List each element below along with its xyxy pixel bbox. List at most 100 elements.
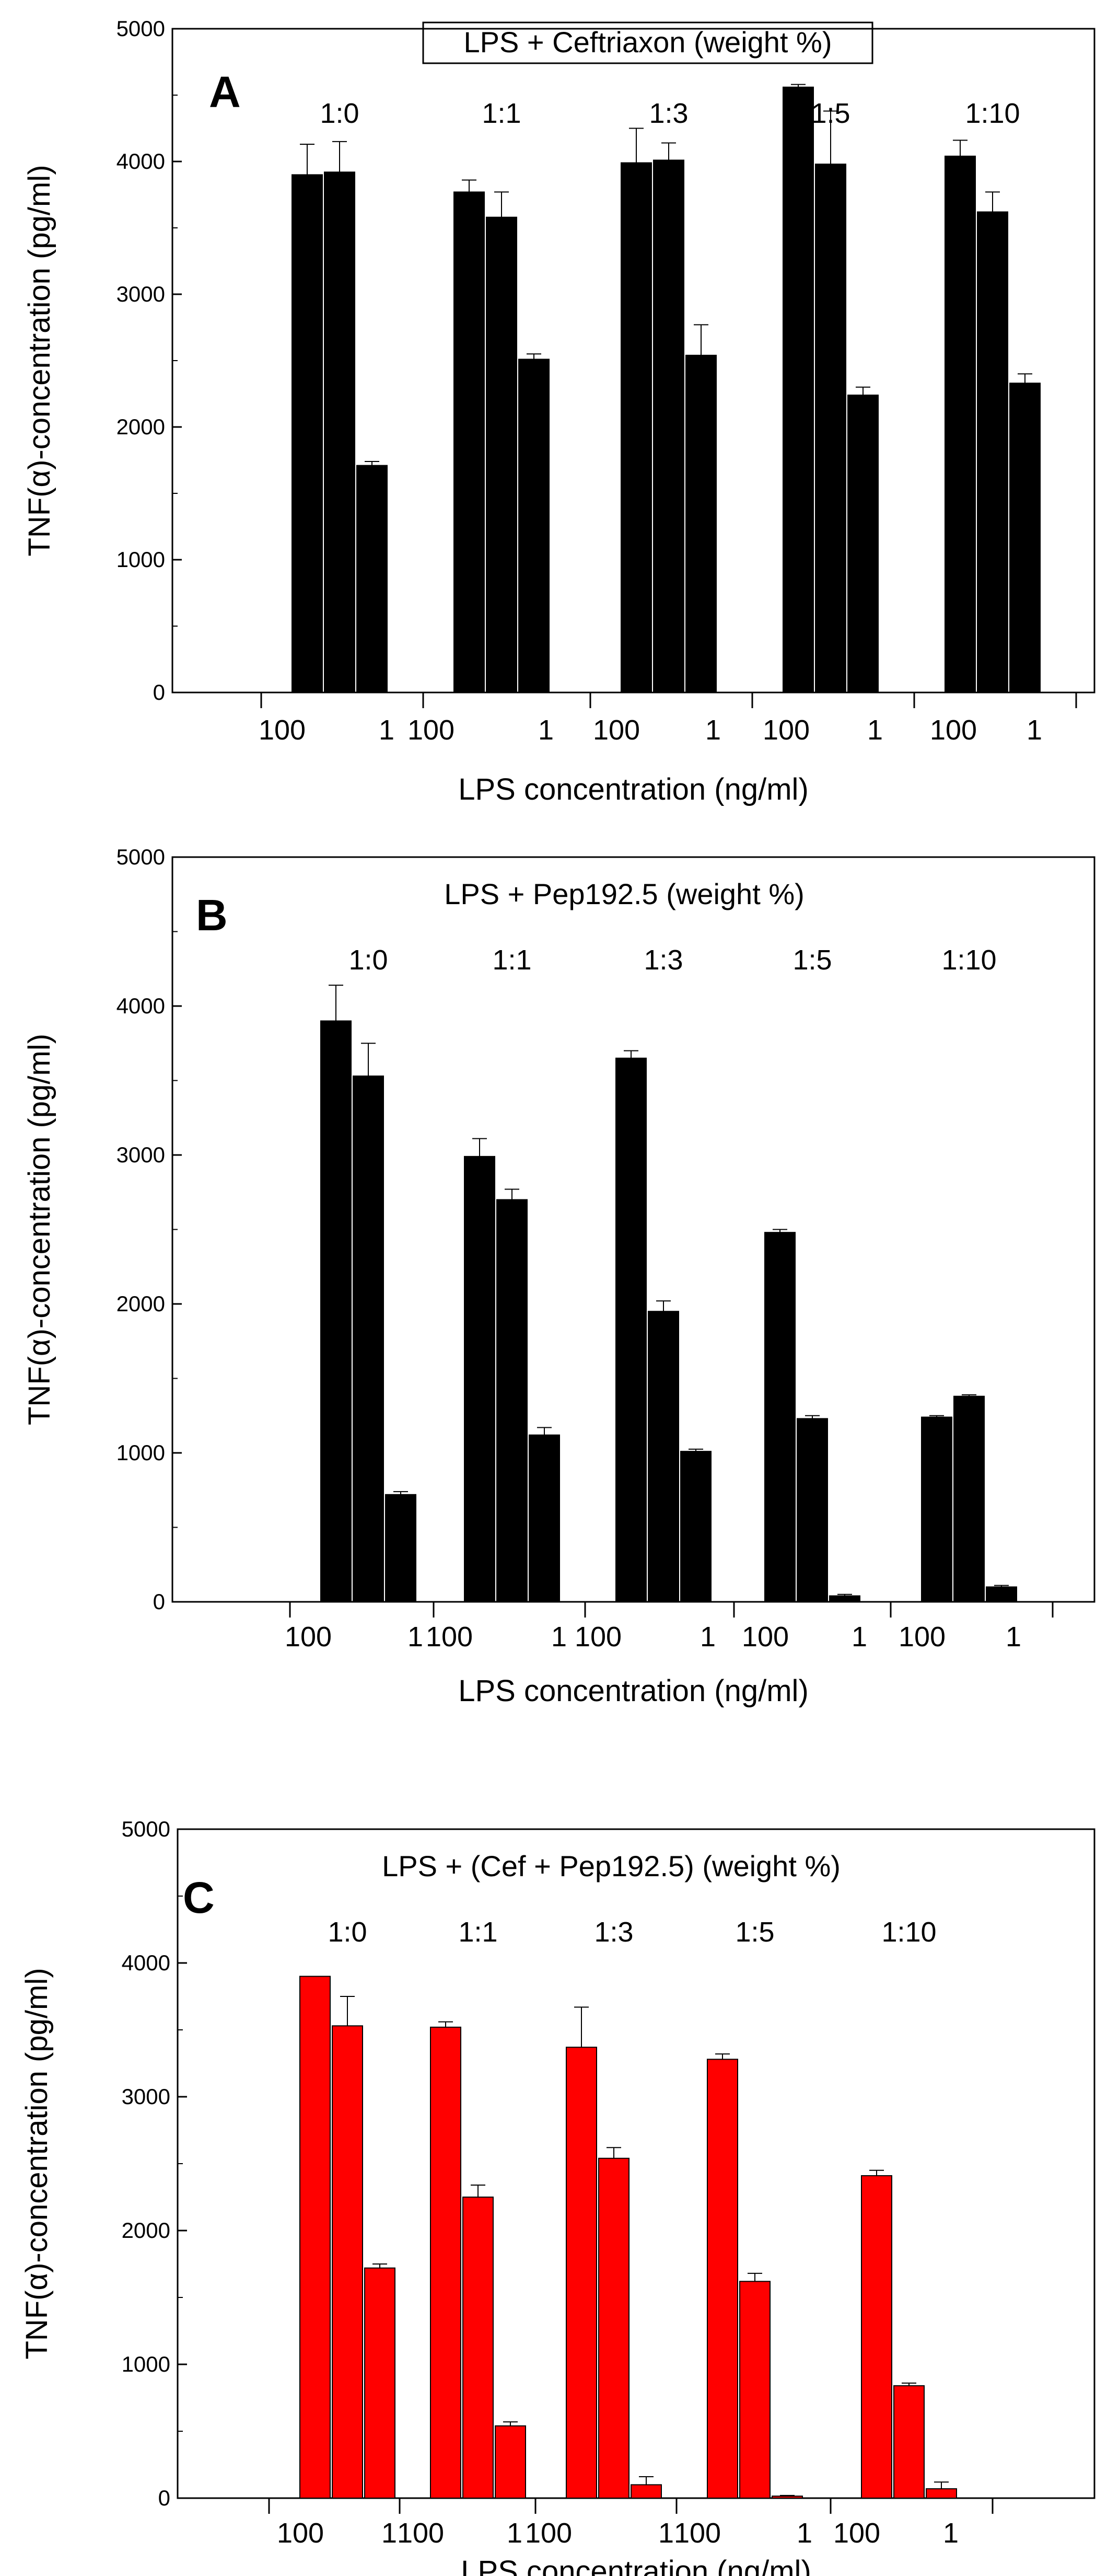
chart-title: LPS + (Cef + Pep192.5) (weight %) — [382, 1850, 841, 1882]
category-label: 1 — [852, 1621, 867, 1653]
panel-letter: C — [183, 1873, 215, 1922]
category-label: 100 — [763, 714, 810, 746]
category-label: 100 — [930, 714, 977, 746]
bar — [332, 2025, 363, 2499]
category-label: 1 — [407, 1621, 423, 1653]
bar-group: 1:0 100 1 — [285, 944, 423, 1653]
bar — [764, 1232, 796, 1602]
bar — [518, 359, 550, 693]
y-tick-label: 2000 — [122, 2218, 170, 2243]
y-tick-label: 2000 — [116, 414, 165, 439]
bar — [430, 2026, 461, 2499]
category-label: 100 — [426, 1621, 473, 1653]
y-tick-label: 3000 — [122, 2084, 170, 2109]
bar-group: 1:0 100 1 — [259, 98, 394, 746]
ratio-label: 1:1 — [482, 98, 521, 129]
bar-group: 1:5 100 1 — [674, 1916, 812, 2549]
y-tick-label: 4000 — [116, 994, 165, 1018]
bar-group: 1:3 100 1 — [589, 98, 721, 746]
bar — [615, 1057, 647, 1602]
category-label: 1 — [381, 2517, 397, 2549]
category-label: 1 — [943, 2517, 959, 2549]
bar — [353, 1075, 384, 1602]
panel-letter: B — [196, 891, 228, 940]
chart-title-box — [422, 21, 873, 64]
bar — [598, 2157, 630, 2499]
bar-group: 1:3 100 1 — [525, 1916, 674, 2549]
category-label: 100 — [833, 2517, 880, 2549]
bar — [566, 2047, 597, 2499]
y-tick-label: 1000 — [116, 1440, 165, 1465]
category-label: 100 — [593, 714, 640, 746]
ratio-label: 1:3 — [649, 98, 688, 129]
ratio-label: 1:0 — [320, 98, 359, 129]
ratio-label: 1:10 — [881, 1916, 936, 1948]
y-tick-label: 0 — [158, 2486, 170, 2510]
ratio-label: 1:3 — [644, 944, 683, 976]
x-axis-title: LPS concentration (ng/ml) — [461, 2555, 811, 2576]
ratio-label: 1:1 — [458, 1916, 497, 1948]
panel-letter: A — [209, 67, 241, 117]
bar — [977, 211, 1008, 693]
ratio-label: 1:3 — [594, 1916, 633, 1948]
bar — [707, 2059, 738, 2499]
category-label: 100 — [742, 1621, 789, 1653]
ratio-label: 1:10 — [965, 98, 1020, 129]
bar — [648, 1311, 679, 1602]
bar — [385, 1494, 416, 1603]
bar — [829, 1595, 860, 1603]
category-label: 100 — [285, 1621, 332, 1653]
bar — [772, 2496, 803, 2499]
bar — [299, 1976, 331, 2499]
bar — [685, 354, 717, 693]
ratio-label: 1:0 — [348, 944, 388, 976]
y-axis-title: TNF(α)-concentration (pg/ml) — [20, 1968, 54, 2359]
bar — [621, 162, 652, 694]
bar — [739, 2281, 771, 2499]
bar — [986, 1586, 1017, 1602]
bar — [847, 395, 879, 693]
bar — [356, 465, 388, 693]
bar — [815, 164, 846, 693]
bar-group: 1:3 100 1 — [575, 944, 716, 1653]
y-tick-label: 4000 — [122, 1950, 170, 1975]
category-label: 100 — [575, 1621, 622, 1653]
bar-group: 1:0 100 1 — [268, 1916, 397, 2549]
category-label: 1 — [507, 2517, 522, 2549]
bar — [631, 2484, 662, 2499]
category-label: 1 — [705, 714, 721, 746]
bar — [486, 216, 517, 693]
category-label: 1 — [797, 2517, 812, 2549]
bar — [529, 1434, 560, 1603]
category-label: 1 — [1006, 1621, 1021, 1653]
category-label: 100 — [525, 2517, 572, 2549]
y-tick-label: 5000 — [122, 1817, 170, 1841]
category-label: 1 — [658, 2517, 674, 2549]
bar — [324, 171, 355, 693]
bar-group: 1:10 100 1 — [830, 1916, 959, 2549]
bar — [783, 86, 814, 693]
y-tick-label: 0 — [153, 680, 165, 704]
y-tick-label: 4000 — [116, 149, 165, 174]
category-label: 100 — [259, 714, 306, 746]
y-tick-label: 5000 — [116, 16, 165, 41]
bar — [364, 2267, 395, 2499]
y-tick-label: 3000 — [116, 1142, 165, 1167]
category-label: 100 — [277, 2517, 324, 2549]
ratio-label: 1:0 — [328, 1916, 367, 1948]
bar-group: 1:5 100 1 — [733, 944, 867, 1653]
bar — [893, 2385, 925, 2499]
category-label: 100 — [397, 2517, 444, 2549]
chart-panel-c: 0 1000 2000 3000 4000 5000 C LPS + (Cef + Pep19… — [20, 1817, 1095, 2576]
category-label: 100 — [407, 714, 454, 746]
bar — [680, 1451, 712, 1602]
category-label: 1 — [551, 1621, 567, 1653]
category-label: 100 — [899, 1621, 946, 1653]
category-label: 1 — [379, 714, 394, 746]
bar — [462, 2197, 494, 2499]
chart-title: LPS + Pep192.5 (weight %) — [444, 877, 805, 910]
bar-group: 1:1 100 1 — [397, 1916, 526, 2549]
bar — [945, 155, 976, 694]
bar-group: 1:10 100 1 — [913, 98, 1042, 746]
